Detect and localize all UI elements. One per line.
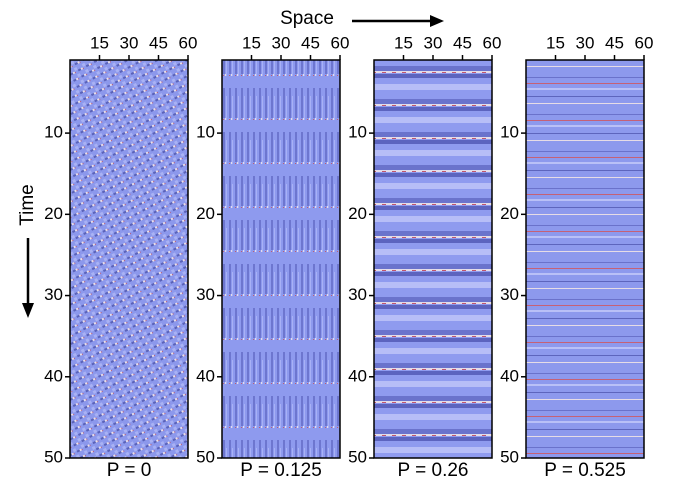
x-tick-label: 30	[120, 33, 139, 52]
y-tick-label: 40	[44, 366, 63, 385]
heatmap-image	[70, 60, 188, 458]
panel-title: P = 0.525	[544, 460, 626, 481]
y-tick-label: 20	[44, 204, 63, 223]
panel-title: P = 0.125	[240, 460, 322, 481]
x-tick-label: 15	[90, 33, 109, 52]
x-axis-label: Space	[280, 8, 334, 29]
y-tick-label: 40	[196, 366, 215, 385]
x-tick-label: 15	[394, 33, 413, 52]
x-tick-label: 45	[453, 33, 472, 52]
y-tick-label: 20	[348, 204, 367, 223]
arrow-head	[430, 15, 444, 27]
y-axis-label: Time	[17, 184, 38, 226]
x-tick-label: 45	[149, 33, 168, 52]
y-tick-label: 30	[44, 285, 63, 304]
y-tick-label: 10	[196, 123, 215, 142]
heatmap-image	[222, 60, 340, 458]
x-tick-label: 45	[605, 33, 624, 52]
y-tick-label: 50	[500, 447, 519, 466]
y-tick-label: 50	[348, 447, 367, 466]
y-tick-label: 50	[196, 447, 215, 466]
y-tick-label: 10	[348, 123, 367, 142]
y-tick-label: 30	[196, 285, 215, 304]
heatmap-image	[374, 60, 492, 458]
y-tick-label: 30	[348, 285, 367, 304]
x-tick-label: 15	[546, 33, 565, 52]
x-tick-label: 30	[272, 33, 291, 52]
y-tick-label: 30	[500, 285, 519, 304]
y-tick-label: 20	[196, 204, 215, 223]
x-tick-label: 30	[576, 33, 595, 52]
x-tick-label: 60	[331, 33, 350, 52]
y-tick-label: 10	[44, 123, 63, 142]
x-tick-label: 15	[242, 33, 261, 52]
y-tick-label: 10	[500, 123, 519, 142]
heatmap-image	[526, 60, 644, 458]
x-tick-label: 30	[424, 33, 443, 52]
x-tick-label: 45	[301, 33, 320, 52]
x-tick-label: 60	[483, 33, 502, 52]
panel-title: P = 0.26	[398, 460, 469, 481]
arrow-head	[22, 303, 34, 318]
y-tick-label: 50	[44, 447, 63, 466]
x-tick-label: 60	[635, 33, 654, 52]
y-tick-label: 40	[500, 366, 519, 385]
x-tick-label: 60	[179, 33, 198, 52]
panel-title: P = 0	[107, 460, 152, 481]
y-tick-label: 20	[500, 204, 519, 223]
y-tick-label: 40	[348, 366, 367, 385]
